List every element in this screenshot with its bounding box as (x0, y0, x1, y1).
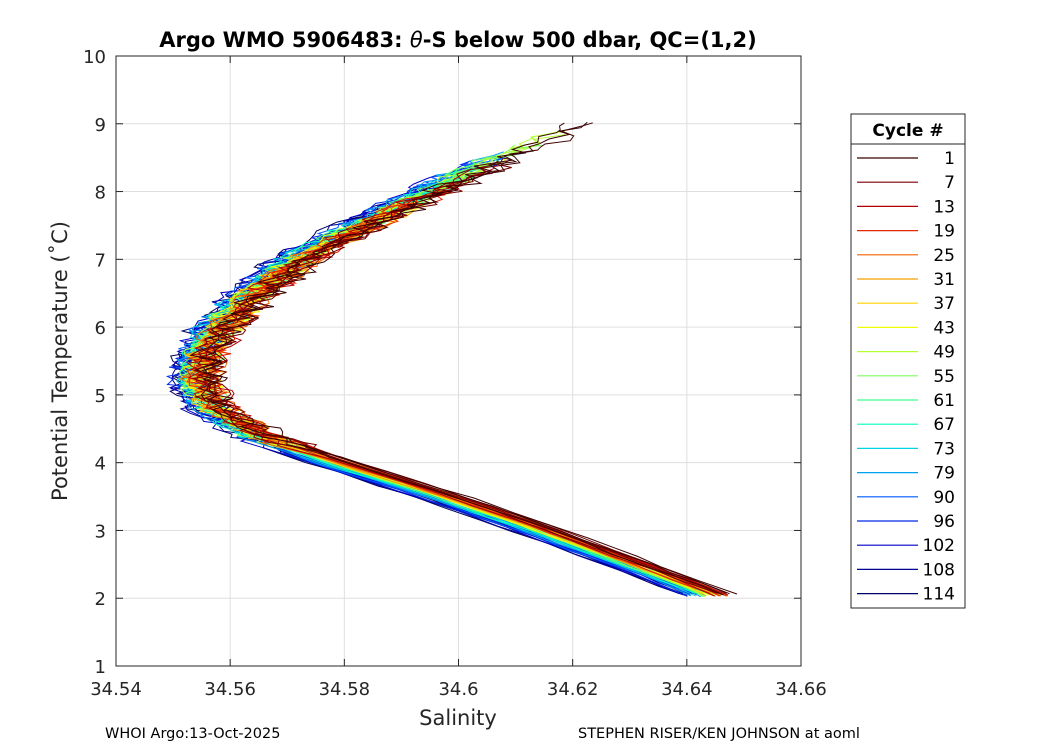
legend-label-90: 90 (933, 488, 955, 508)
legend-label-31: 31 (933, 270, 955, 290)
y-tick-label: 5 (95, 386, 106, 407)
x-tick-label: 34.64 (661, 679, 713, 700)
y-tick-label: 2 (95, 589, 106, 610)
legend-label-37: 37 (933, 294, 955, 314)
legend-label-49: 49 (933, 343, 955, 363)
y-tick-label: 8 (95, 183, 106, 204)
series-line-cycle-7 (192, 159, 718, 594)
legend-label-73: 73 (933, 439, 955, 459)
legend-label-96: 96 (933, 512, 955, 532)
legend: Cycle # 1 7 13 19 25 31 37 43 49 55 61 67 73 79 90 96 10… (850, 113, 966, 609)
legend-title: Cycle # (872, 121, 943, 141)
legend-label-61: 61 (933, 391, 955, 411)
legend-label-13: 13 (933, 197, 955, 217)
legend-label-1: 1 (944, 149, 955, 169)
plot-area (115, 55, 802, 667)
y-tick-label: 6 (95, 318, 106, 339)
y-tick-label: 10 (83, 47, 106, 68)
footer-left: WHOI Argo:13-Oct-2025 (105, 726, 281, 742)
legend-label-67: 67 (933, 415, 955, 435)
x-tick-label: 34.56 (204, 679, 256, 700)
legend-label-79: 79 (933, 464, 955, 484)
legend-label-25: 25 (933, 246, 955, 266)
x-tick-label: 34.54 (90, 679, 142, 700)
y-tick-label: 7 (95, 250, 106, 271)
x-tick-label: 34.6 (438, 679, 478, 700)
series-line-cycle-1 (205, 122, 738, 595)
legend-box (850, 113, 966, 609)
series-line-cycle-1 (198, 121, 730, 595)
legend-label-19: 19 (933, 222, 955, 242)
series-group (165, 121, 738, 598)
legend-label-114: 114 (923, 585, 955, 605)
y-tick-label: 4 (95, 454, 106, 475)
legend-label-55: 55 (933, 367, 955, 387)
y-tick-label: 9 (95, 115, 106, 136)
x-tick-label: 34.62 (547, 679, 599, 700)
tick-marks (115, 55, 802, 667)
legend-label-102: 102 (923, 536, 955, 556)
y-tick-label: 3 (95, 521, 106, 542)
series-line-cycle-7 (197, 158, 724, 596)
y-axis-label: Potential Temperature (˚C) (48, 221, 72, 501)
legend-label-43: 43 (933, 318, 955, 338)
legend-label-7: 7 (944, 173, 955, 193)
chart-title: Argo WMO 5906483: θ-S below 500 dbar, QC… (159, 28, 756, 52)
footer-right: STEPHEN RISER/KEN JOHNSON at aoml (578, 726, 860, 742)
x-tick-label: 34.66 (775, 679, 827, 700)
y-tick-label: 1 (95, 657, 106, 678)
x-tick-label: 34.58 (319, 679, 371, 700)
x-axis-label: Salinity (419, 706, 497, 730)
legend-label-108: 108 (923, 560, 955, 580)
